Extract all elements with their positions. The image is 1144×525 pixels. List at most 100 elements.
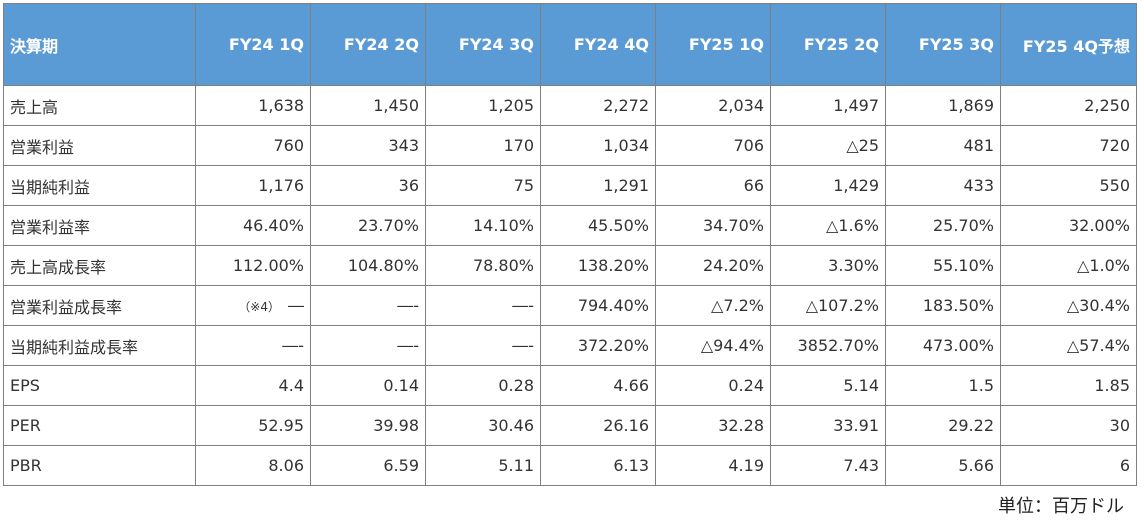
- table-cell: 1,291: [540, 165, 656, 206]
- table-cell: 4.66: [540, 365, 656, 406]
- cell-value: ―: [288, 296, 304, 315]
- table-cell: 1,034: [540, 125, 656, 166]
- header-cell-period: 決算期: [3, 3, 196, 86]
- table-row: EPS 4.4 0.14 0.28 4.66 0.24 5.14 1.5 1.8…: [3, 365, 1137, 406]
- row-label: PBR: [3, 445, 196, 486]
- table-cell: 30.46: [425, 405, 541, 446]
- table-cell: 183.50%: [885, 285, 1001, 326]
- table-cell: ―-: [310, 285, 426, 326]
- table-cell: 4.4: [195, 365, 311, 406]
- table-cell: 34.70%: [655, 205, 771, 246]
- table-cell: 1,450: [310, 85, 426, 126]
- table-cell: 2,034: [655, 85, 771, 126]
- table-cell: 706: [655, 125, 771, 166]
- table-cell: 24.20%: [655, 245, 771, 286]
- table-cell: 1,176: [195, 165, 311, 206]
- header-cell-fy24-3q: FY24 3Q: [425, 3, 541, 86]
- table-row: 売上高成長率 112.00% 104.80% 78.80% 138.20% 24…: [3, 245, 1137, 286]
- table-cell: 25.70%: [885, 205, 1001, 246]
- unit-label: 単位：百万ドル: [998, 496, 1124, 517]
- table-row: 営業利益率 46.40% 23.70% 14.10% 45.50% 34.70%…: [3, 205, 1137, 246]
- table-cell: 550: [1000, 165, 1137, 206]
- footnote-marker: （※4）: [238, 300, 280, 314]
- table-row: 当期純利益成長率 ―- ―- ―- 372.20% △94.4% 3852.70…: [3, 325, 1137, 366]
- table-cell: △25: [770, 125, 886, 166]
- table-row: 営業利益 760 343 170 1,034 706 △25 481 720: [3, 125, 1137, 166]
- table-cell: 3852.70%: [770, 325, 886, 366]
- table-cell: 343: [310, 125, 426, 166]
- table-cell: 29.22: [885, 405, 1001, 446]
- table-cell: 45.50%: [540, 205, 656, 246]
- row-label: 営業利益成長率: [3, 285, 196, 326]
- row-label: 当期純利益成長率: [3, 325, 196, 366]
- table-cell: 7.43: [770, 445, 886, 486]
- row-label: 営業利益: [3, 125, 196, 166]
- table-row: PER 52.95 39.98 30.46 26.16 32.28 33.91 …: [3, 405, 1137, 446]
- table-cell: 760: [195, 125, 311, 166]
- table-cell: 473.00%: [885, 325, 1001, 366]
- table-cell: 433: [885, 165, 1001, 206]
- table-cell: 170: [425, 125, 541, 166]
- table-cell: 55.10%: [885, 245, 1001, 286]
- table-cell: 6: [1000, 445, 1137, 486]
- row-label: 営業利益率: [3, 205, 196, 246]
- table-cell: 52.95: [195, 405, 311, 446]
- financial-table: 決算期 FY24 1Q FY24 2Q FY24 3Q FY24 4Q FY25…: [3, 3, 1137, 486]
- table-cell: 5.11: [425, 445, 541, 486]
- table-cell: （※4） ―: [195, 285, 311, 326]
- header-cell-fy25-1q: FY25 1Q: [655, 3, 771, 86]
- header-cell-fy24-1q: FY24 1Q: [195, 3, 311, 86]
- table-row: 売上高 1,638 1,450 1,205 2,272 2,034 1,497 …: [3, 85, 1137, 126]
- table-cell: 138.20%: [540, 245, 656, 286]
- header-cell-fy25-3q: FY25 3Q: [885, 3, 1001, 86]
- table-cell: ―-: [195, 325, 311, 366]
- row-label: 売上高成長率: [3, 245, 196, 286]
- table-cell: 1,497: [770, 85, 886, 126]
- table-cell: 1.5: [885, 365, 1001, 406]
- table-cell: 26.16: [540, 405, 656, 446]
- table-cell: 66: [655, 165, 771, 206]
- table-cell: 2,272: [540, 85, 656, 126]
- table-cell: 32.28: [655, 405, 771, 446]
- row-label: 当期純利益: [3, 165, 196, 206]
- table-row: 営業利益成長率 （※4） ― ―- ―- 794.40% △7.2% △107.2…: [3, 285, 1137, 326]
- table-cell: 30: [1000, 405, 1137, 446]
- table-cell: 794.40%: [540, 285, 656, 326]
- table-cell: 1.85: [1000, 365, 1137, 406]
- table-cell: 1,638: [195, 85, 311, 126]
- table-cell: △30.4%: [1000, 285, 1137, 326]
- table-cell: 0.28: [425, 365, 541, 406]
- table-cell: 32.00%: [1000, 205, 1137, 246]
- table-cell: 104.80%: [310, 245, 426, 286]
- table-cell: 4.19: [655, 445, 771, 486]
- table-cell: 1,429: [770, 165, 886, 206]
- table-cell: △94.4%: [655, 325, 771, 366]
- header-cell-fy25-2q: FY25 2Q: [770, 3, 886, 86]
- table-cell: 6.59: [310, 445, 426, 486]
- table-cell: △107.2%: [770, 285, 886, 326]
- table-cell: ―-: [425, 285, 541, 326]
- table-cell: 5.14: [770, 365, 886, 406]
- table-cell: 46.40%: [195, 205, 311, 246]
- table-cell: 481: [885, 125, 1001, 166]
- header-cell-fy25-4q-forecast: FY25 4Q予想: [1000, 3, 1137, 86]
- table-cell: 372.20%: [540, 325, 656, 366]
- header-row: 決算期 FY24 1Q FY24 2Q FY24 3Q FY24 4Q FY25…: [3, 3, 1137, 86]
- row-label: 売上高: [3, 85, 196, 126]
- row-label: EPS: [3, 365, 196, 406]
- table-cell: 720: [1000, 125, 1137, 166]
- table-cell: 0.24: [655, 365, 771, 406]
- row-label: PER: [3, 405, 196, 446]
- table-cell: 6.13: [540, 445, 656, 486]
- table-cell: △1.0%: [1000, 245, 1137, 286]
- table-row: 当期純利益 1,176 36 75 1,291 66 1,429 433 550: [3, 165, 1137, 206]
- table-cell: 3.30%: [770, 245, 886, 286]
- table-cell: 39.98: [310, 405, 426, 446]
- table-cell: 14.10%: [425, 205, 541, 246]
- table-cell: 1,869: [885, 85, 1001, 126]
- table-row: PBR 8.06 6.59 5.11 6.13 4.19 7.43 5.66 6: [3, 445, 1137, 486]
- header-cell-fy24-4q: FY24 4Q: [540, 3, 656, 86]
- header-cell-fy24-2q: FY24 2Q: [310, 3, 426, 86]
- table-cell: 112.00%: [195, 245, 311, 286]
- table-cell: 5.66: [885, 445, 1001, 486]
